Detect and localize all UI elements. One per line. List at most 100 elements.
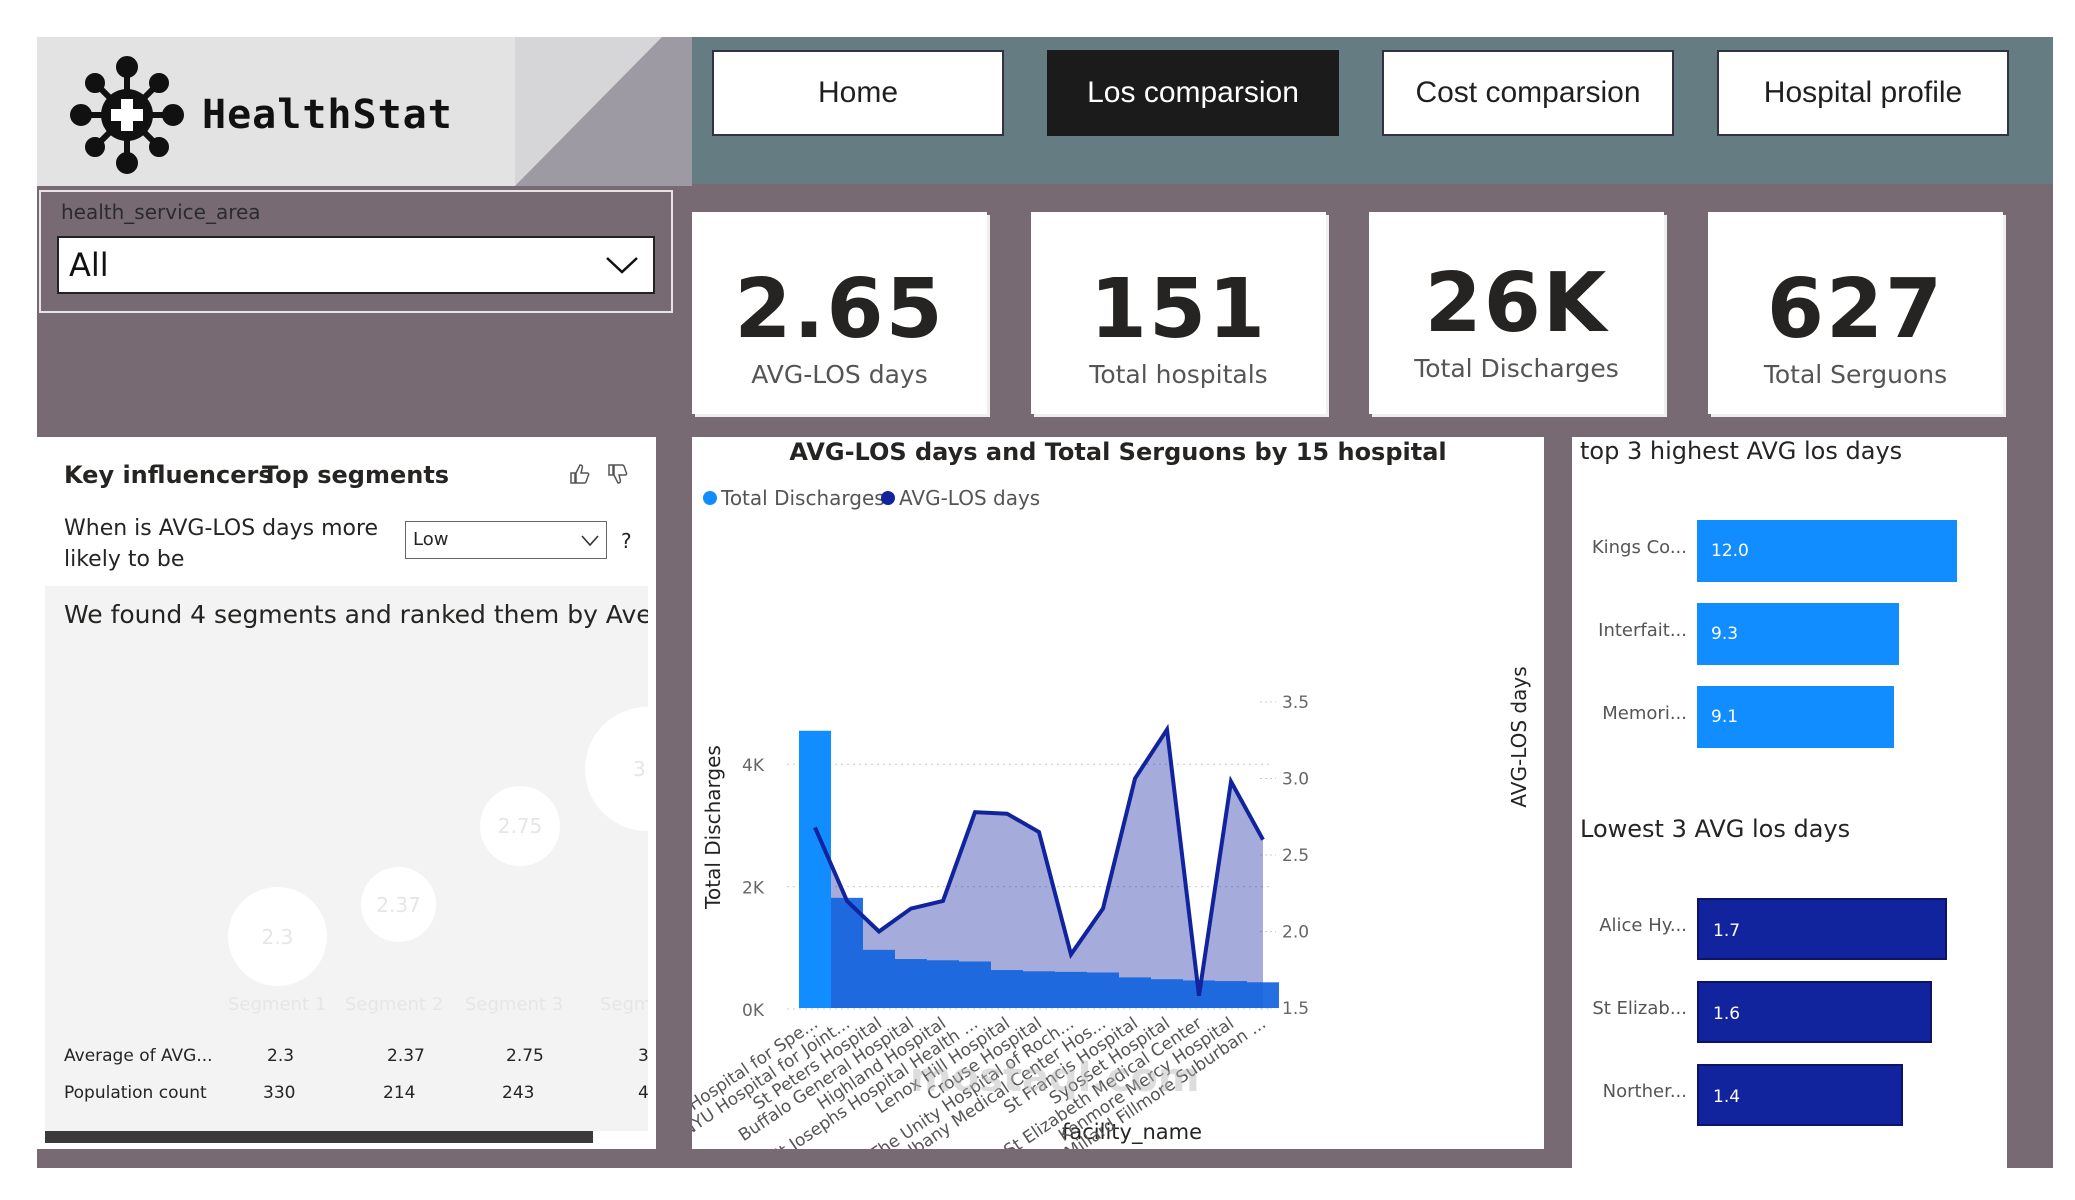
y-tick-right: 2.5 bbox=[1282, 846, 1309, 866]
discharge-bar bbox=[959, 961, 991, 1008]
thumbs-up-icon[interactable] bbox=[569, 463, 591, 485]
kpi-value: 2.65 bbox=[734, 262, 945, 357]
segment-avg-value: 3 bbox=[638, 1046, 648, 1066]
nav-los-comparison-button[interactable]: Los comparsion bbox=[1047, 50, 1339, 136]
influencer-question: When is AVG-LOS days more likely to be bbox=[64, 513, 378, 575]
bar-label: Norther... bbox=[1602, 1081, 1687, 1102]
segment-avg-value: 2.75 bbox=[506, 1046, 544, 1066]
los-line bbox=[813, 723, 1265, 997]
bar-label: Kings Co... bbox=[1591, 537, 1687, 558]
segment-label: Segm bbox=[600, 994, 648, 1015]
discharge-bar bbox=[1151, 979, 1183, 1008]
low3-title: Lowest 3 AVG los days bbox=[1580, 815, 1851, 843]
legend-los-label: AVG-LOS days bbox=[899, 486, 1040, 510]
discharge-bar bbox=[1215, 981, 1247, 1008]
kpi-label: Total Discharges bbox=[1414, 354, 1619, 383]
segment-label: Segment 3 bbox=[465, 994, 564, 1015]
los-area bbox=[815, 729, 1263, 1008]
segment-bubble[interactable]: 2.75 bbox=[480, 786, 560, 866]
kpi-card-total-surgeons: 627 Total Serguons bbox=[1708, 212, 2003, 414]
health-service-area-slicer: health_service_area All bbox=[39, 190, 673, 313]
y-axis-right-title: AVG-LOS days bbox=[1507, 666, 1531, 807]
horizontal-scrollbar[interactable] bbox=[45, 1131, 593, 1143]
discharge-bar bbox=[1055, 971, 1087, 1008]
discharge-bar bbox=[1119, 977, 1151, 1008]
legend-discharges-label: Total Discharges bbox=[720, 486, 885, 510]
dropdown-value: Low bbox=[413, 529, 449, 550]
x-axis-title: facility_name bbox=[1062, 1120, 1202, 1145]
legend-discharges-marker bbox=[703, 491, 717, 505]
question-line: When is AVG-LOS days more bbox=[64, 516, 379, 541]
key-influencers-visual: Key influencers Top segments When is AVG… bbox=[37, 437, 656, 1149]
kpi-card-total-hospitals: 151 Total hospitals bbox=[1031, 212, 1326, 414]
healthstat-logo-icon bbox=[70, 56, 184, 174]
row-label-population: Population count bbox=[64, 1083, 207, 1103]
low3-bar[interactable]: 1.6 bbox=[1697, 981, 1932, 1043]
y-tick-left: 2K bbox=[742, 879, 765, 899]
low3-bar[interactable]: 1.7 bbox=[1697, 898, 1947, 960]
discharge-bar bbox=[831, 897, 863, 1008]
thumbs-down-icon[interactable] bbox=[607, 463, 629, 485]
segment-population: 214 bbox=[383, 1083, 416, 1103]
nav-hospital-profile-button[interactable]: Hospital profile bbox=[1717, 50, 2009, 136]
y-tick-right: 1.5 bbox=[1282, 999, 1309, 1019]
bar-label: Memori... bbox=[1602, 703, 1687, 724]
bar-label: St Elizab... bbox=[1592, 998, 1687, 1019]
top3-bar[interactable]: 9.3 bbox=[1697, 603, 1899, 665]
discharge-bar bbox=[927, 960, 959, 1008]
top3-bar[interactable]: 9.1 bbox=[1697, 686, 1895, 748]
kpi-label: AVG-LOS days bbox=[751, 360, 928, 389]
bar-label: Alice Hy... bbox=[1599, 915, 1687, 936]
segment-bubble[interactable]: 2.3 bbox=[228, 887, 327, 986]
discharge-bar bbox=[1087, 972, 1119, 1008]
kpi-card-total-discharges: 26K Total Discharges bbox=[1369, 212, 1664, 414]
question-line: likely to be bbox=[64, 547, 185, 572]
segment-label: Segment 1 bbox=[228, 994, 327, 1015]
help-icon[interactable]: ? bbox=[621, 529, 632, 553]
y-tick-right: 2.0 bbox=[1282, 923, 1309, 943]
segment-avg-value: 2.3 bbox=[267, 1046, 295, 1066]
top3-bar[interactable]: 12.0 bbox=[1697, 520, 1957, 582]
kpi-label: Total hospitals bbox=[1089, 360, 1268, 389]
discharge-bar bbox=[799, 730, 831, 1008]
y-tick-right: 3.0 bbox=[1282, 770, 1309, 790]
kpi-value: 151 bbox=[1089, 262, 1268, 357]
segment-bubble[interactable]: 3 bbox=[585, 707, 648, 831]
influencer-target-dropdown[interactable]: Low bbox=[405, 521, 607, 559]
discharge-bar bbox=[895, 959, 927, 1008]
top3-title: top 3 highest AVG los days bbox=[1580, 437, 1903, 465]
discharge-bar bbox=[1023, 971, 1055, 1008]
segment-label: Segment 2 bbox=[345, 994, 444, 1015]
low3-bar[interactable]: 1.4 bbox=[1697, 1064, 1903, 1126]
chevron-down-icon bbox=[581, 535, 599, 547]
watermark: mostaql.com bbox=[910, 1055, 1200, 1101]
discharge-bar bbox=[991, 970, 1023, 1008]
segment-avg-value: 2.37 bbox=[387, 1046, 425, 1066]
chart-title: AVG-LOS days and Total Serguons by 15 ho… bbox=[789, 438, 1446, 466]
nav-home-button[interactable]: Home bbox=[712, 50, 1004, 136]
logo-background-stripe bbox=[515, 37, 692, 186]
segment-bubble[interactable]: 2.37 bbox=[361, 867, 436, 942]
segments-summary: We found 4 segments and ranked them by A… bbox=[64, 600, 648, 629]
brand-name: HealthStat bbox=[202, 92, 453, 138]
segment-population: 330 bbox=[263, 1083, 296, 1103]
nav-cost-comparison-button[interactable]: Cost comparsion bbox=[1382, 50, 1674, 136]
y-tick-right: 3.5 bbox=[1282, 693, 1309, 713]
discharge-bar bbox=[863, 949, 895, 1008]
health-service-area-dropdown[interactable]: All bbox=[57, 236, 655, 294]
legend-los-marker bbox=[881, 491, 895, 505]
kpi-card-avg-los: 2.65 AVG-LOS days bbox=[692, 212, 987, 414]
kpi-value: 26K bbox=[1424, 256, 1609, 351]
tab-key-influencers[interactable]: Key influencers bbox=[64, 461, 273, 489]
chevron-down-icon bbox=[606, 257, 638, 274]
bar-label: Interfait... bbox=[1598, 620, 1687, 641]
top-segments-panel: We found 4 segments and ranked them by A… bbox=[45, 586, 648, 1131]
y-tick-left: 0K bbox=[742, 1001, 765, 1021]
los-combo-chart: AVG-LOS days and Total Serguons by 15 ho… bbox=[692, 437, 1544, 1149]
segment-population: 243 bbox=[502, 1083, 535, 1103]
kpi-value: 627 bbox=[1766, 262, 1945, 357]
kpi-label: Total Serguons bbox=[1763, 360, 1948, 389]
tab-top-segments[interactable]: Top segments bbox=[262, 461, 450, 489]
slicer-title: health_service_area bbox=[61, 200, 261, 224]
logo-area: HealthStat bbox=[37, 37, 692, 186]
